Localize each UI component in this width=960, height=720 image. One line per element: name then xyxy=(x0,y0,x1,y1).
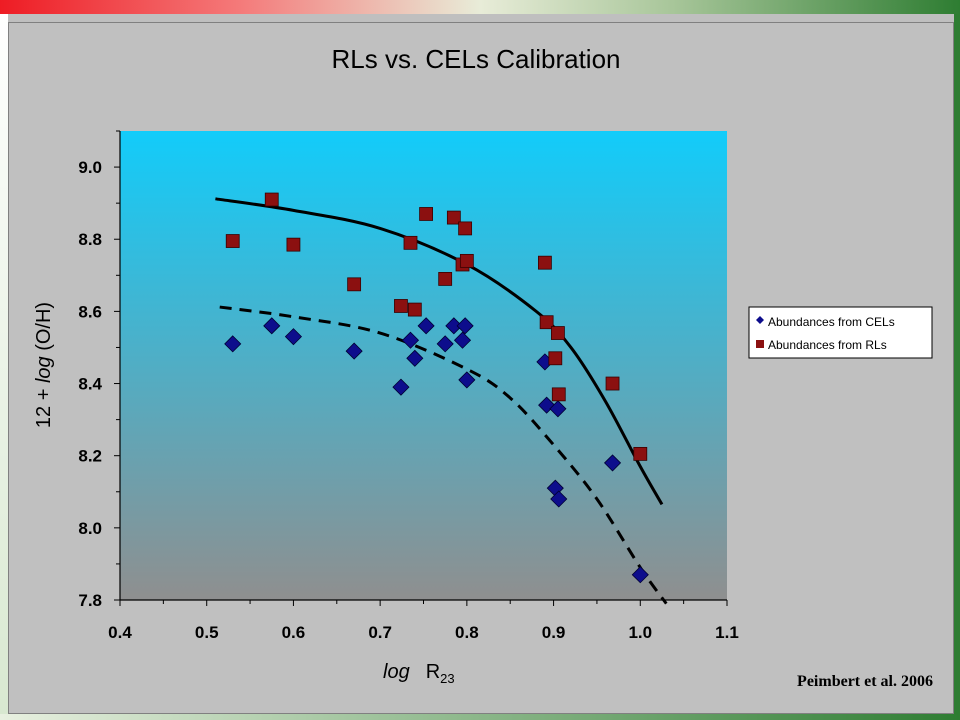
cel-point xyxy=(345,342,363,360)
cel-point xyxy=(603,454,622,472)
legend-box xyxy=(748,306,933,359)
cel-point xyxy=(224,335,242,353)
rl-point xyxy=(403,235,418,250)
cel-point xyxy=(436,335,454,353)
cel-point xyxy=(458,371,476,389)
rl-point xyxy=(539,315,554,330)
rl-point xyxy=(551,387,566,402)
cel-point xyxy=(538,396,556,414)
cel-point xyxy=(284,328,302,346)
x-tick-label: 0.4 xyxy=(108,623,132,642)
y-tick-label: 8.2 xyxy=(78,447,102,466)
y-tick-label: 8.8 xyxy=(78,230,102,249)
fit-curves xyxy=(215,197,668,605)
rl-point xyxy=(438,272,453,286)
rl-point xyxy=(446,210,461,225)
y-axis-label: 12 + log (O/H) xyxy=(33,302,55,428)
x-tick-label: 0.9 xyxy=(542,623,566,642)
legend-label-rls: Abundances from RLs xyxy=(768,338,887,352)
x-tick-label: 0.5 xyxy=(195,623,219,642)
right-decor-bar xyxy=(954,14,960,720)
rl-point xyxy=(225,234,240,248)
x-tick-label: 0.7 xyxy=(368,623,392,642)
cel-point xyxy=(549,400,567,418)
legend-label-cels: Abundances from CELs xyxy=(768,315,895,329)
y-label-suffix: (O/H) xyxy=(33,302,55,356)
y-tick-label: 9.0 xyxy=(78,158,102,177)
rl-point xyxy=(551,326,565,340)
rl-point xyxy=(264,192,279,207)
cel-point xyxy=(401,331,420,349)
cel-point xyxy=(550,490,568,508)
plot-area xyxy=(120,131,727,600)
cel-point xyxy=(406,349,424,367)
x-tick-label: 0.8 xyxy=(455,623,479,642)
rl-point xyxy=(459,253,474,268)
cel-point xyxy=(417,317,435,335)
y-label-log: log xyxy=(33,356,55,383)
chart-title: RLs vs. CELs Calibration xyxy=(332,44,621,74)
citation: Peimbert et al. 2006 xyxy=(797,673,933,690)
cel-point xyxy=(456,317,474,335)
rl-point xyxy=(605,376,620,391)
rl-point xyxy=(394,299,408,313)
rl-point xyxy=(633,446,648,461)
x-tick-label: 1.0 xyxy=(628,623,652,642)
legend-marker-cels xyxy=(756,316,764,324)
rl-point xyxy=(407,302,422,317)
bottom-decor-bar xyxy=(0,714,960,720)
x-ticks: 0.4 0.5 0.6 0.7 0.8 0.9 1.0 1.1 xyxy=(108,600,739,642)
y-ticks: 7.8 8.0 8.2 8.4 8.6 8.8 9.0 xyxy=(78,130,120,610)
rl-point xyxy=(419,207,434,221)
rl-point xyxy=(347,277,362,292)
rl-point xyxy=(538,255,552,270)
y-tick-label: 8.0 xyxy=(78,519,102,538)
y-tick-label: 8.6 xyxy=(78,302,102,321)
cel-point xyxy=(445,317,463,335)
left-decor-bar xyxy=(0,14,8,720)
cel-point xyxy=(392,378,410,396)
data-markers xyxy=(224,192,649,584)
cel-point xyxy=(263,317,281,335)
legend-marker-rls xyxy=(756,340,764,348)
x-tick-label: 0.6 xyxy=(282,623,306,642)
x-label-subscript: 23 xyxy=(440,671,454,686)
cel-point xyxy=(631,566,649,584)
rl-point xyxy=(458,221,473,236)
x-axis-label: log R23 xyxy=(383,661,455,686)
x-label-r: R xyxy=(426,661,440,683)
x-tick-label: 1.1 xyxy=(715,623,739,642)
cel-point xyxy=(453,331,472,349)
cel-fit-curve xyxy=(219,305,668,605)
top-decor-bar xyxy=(0,0,960,14)
rl-point xyxy=(286,237,301,252)
y-tick-label: 7.8 xyxy=(78,591,102,610)
x-label-log: log xyxy=(383,661,410,683)
y-tick-label: 8.4 xyxy=(78,375,102,394)
y-label-prefix: 12 + xyxy=(33,383,55,428)
rl-point xyxy=(548,351,563,366)
legend: Abundances from CELs Abundances from RLs xyxy=(748,306,933,359)
rl-fit-curve xyxy=(215,197,664,506)
